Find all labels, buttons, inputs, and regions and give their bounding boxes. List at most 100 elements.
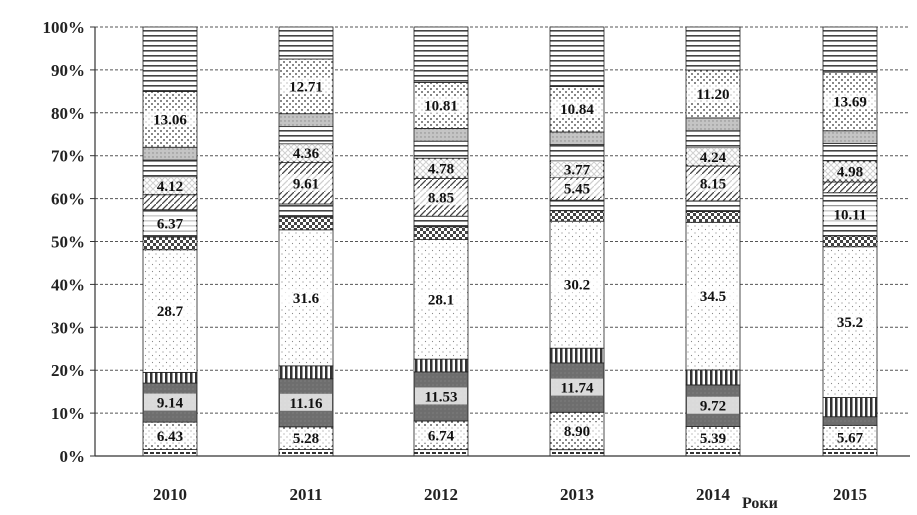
bar-segment (685, 26, 741, 71)
y-tick-label: 70% (51, 147, 85, 166)
bar-segment (549, 210, 605, 222)
bar-segment (278, 449, 334, 457)
x-axis-title: Роки (742, 495, 778, 512)
segment-value-label: 6.43 (157, 429, 183, 445)
bar-segment (142, 159, 198, 178)
segment-label-bg (687, 147, 739, 165)
bar-segment (413, 358, 469, 373)
segment-label-bg (551, 160, 603, 178)
x-tick-label: 2013 (560, 485, 594, 504)
bar-segment (413, 215, 469, 228)
segment-value-label: 28.1 (428, 292, 454, 308)
y-tick-label: 90% (51, 61, 85, 80)
segment-value-label: 30.2 (564, 278, 590, 294)
segment-label-bg (144, 393, 196, 411)
bar-segment (413, 128, 469, 142)
segment-label-bg (144, 214, 196, 232)
segment-value-label: 13.06 (153, 112, 187, 128)
segment-label-bg (687, 429, 739, 447)
segment-label-bg (415, 96, 467, 114)
segment-label-bg (144, 302, 196, 320)
bar-segment (142, 194, 198, 211)
y-tick-label: 40% (51, 275, 85, 294)
segment-label-bg (415, 290, 467, 308)
segment-value-label: 9.61 (293, 176, 319, 192)
segment-label-bg (415, 188, 467, 206)
segment-value-label: 28.7 (157, 304, 184, 320)
y-tick-label: 10% (51, 404, 85, 423)
bar-segment (278, 216, 334, 231)
x-tick-label: 2014 (696, 485, 731, 504)
bar-segment (822, 449, 878, 457)
segment-value-label: 8.90 (564, 424, 590, 440)
segment-value-label: 10.81 (424, 98, 458, 114)
segment-value-label: 11.20 (697, 87, 730, 103)
segment-value-label: 5.39 (700, 431, 726, 447)
bar-segment (142, 371, 198, 384)
bar-segment (278, 26, 334, 60)
segment-label-bg (824, 162, 876, 180)
segment-label-bg (824, 205, 876, 223)
segment-value-label: 4.78 (428, 161, 454, 177)
bar-segment (142, 146, 198, 161)
segment-label-bg (551, 275, 603, 293)
bar-segment (822, 26, 878, 73)
bar-segment (822, 130, 878, 144)
bar-segment (685, 211, 741, 223)
bar-segment (822, 397, 878, 418)
segment-label-bg (280, 77, 332, 95)
bar-segment (685, 117, 741, 132)
segment-label-bg (824, 428, 876, 446)
gridlines (95, 26, 910, 414)
y-tick-label: 60% (51, 190, 85, 209)
segment-label-bg (687, 396, 739, 414)
segment-label-bg (280, 288, 332, 306)
x-tick-label: 2010 (153, 485, 187, 504)
segment-label-bg (687, 287, 739, 305)
x-tick-label: 2012 (424, 485, 458, 504)
segment-value-label: 5.45 (564, 182, 590, 198)
segment-label-bg (280, 144, 332, 162)
bar-segment (278, 365, 334, 380)
segment-label-bg (144, 426, 196, 444)
bar-segment (549, 449, 605, 457)
bar-segment (822, 181, 878, 194)
y-tick-label: 80% (51, 104, 85, 123)
segment-label-bg (551, 179, 603, 197)
segment-value-label: 10.11 (834, 207, 867, 223)
y-tick-label: 100% (43, 18, 86, 37)
segment-value-label: 4.98 (837, 164, 863, 180)
y-tick-label: 50% (51, 233, 85, 252)
segment-value-label: 6.37 (157, 216, 184, 232)
segment-label-bg (824, 313, 876, 331)
segment-value-label: 35.2 (837, 315, 863, 331)
segment-value-label: 4.12 (157, 179, 183, 195)
segment-value-label: 4.36 (293, 146, 320, 162)
segment-value-label: 11.16 (290, 396, 323, 412)
bar-segment (685, 130, 741, 149)
y-tick-label: 30% (51, 318, 85, 337)
segment-value-label: 34.5 (700, 289, 726, 305)
bar-segment (278, 126, 334, 145)
segment-value-label: 4.24 (700, 150, 727, 166)
bar-segment (413, 140, 469, 159)
axes: 0% 10% 20% 30% 40% 50% 60% 70% 80% 90% 100% 2010 201… (43, 18, 910, 504)
segment-value-label: 9.72 (700, 399, 726, 415)
segment-value-label: 13.69 (833, 94, 867, 110)
segment-labels: 6.43 9.14 28.7 6.37 4.12 13.06 5.28 11.16 31.6 9.… (144, 77, 876, 447)
segment-label-bg (280, 429, 332, 447)
bar-segment (142, 26, 198, 92)
segment-value-label: 3.77 (564, 162, 591, 178)
bar-segment (685, 369, 741, 386)
segment-label-bg (415, 426, 467, 444)
segment-label-bg (551, 100, 603, 118)
segment-value-label: 5.28 (293, 431, 319, 447)
segment-label-bg (144, 110, 196, 128)
x-tick-label: 2011 (289, 485, 322, 504)
segment-label-bg (687, 174, 739, 192)
bar-segment (142, 236, 198, 251)
bar-segment (549, 199, 605, 212)
bar-segment (822, 235, 878, 248)
